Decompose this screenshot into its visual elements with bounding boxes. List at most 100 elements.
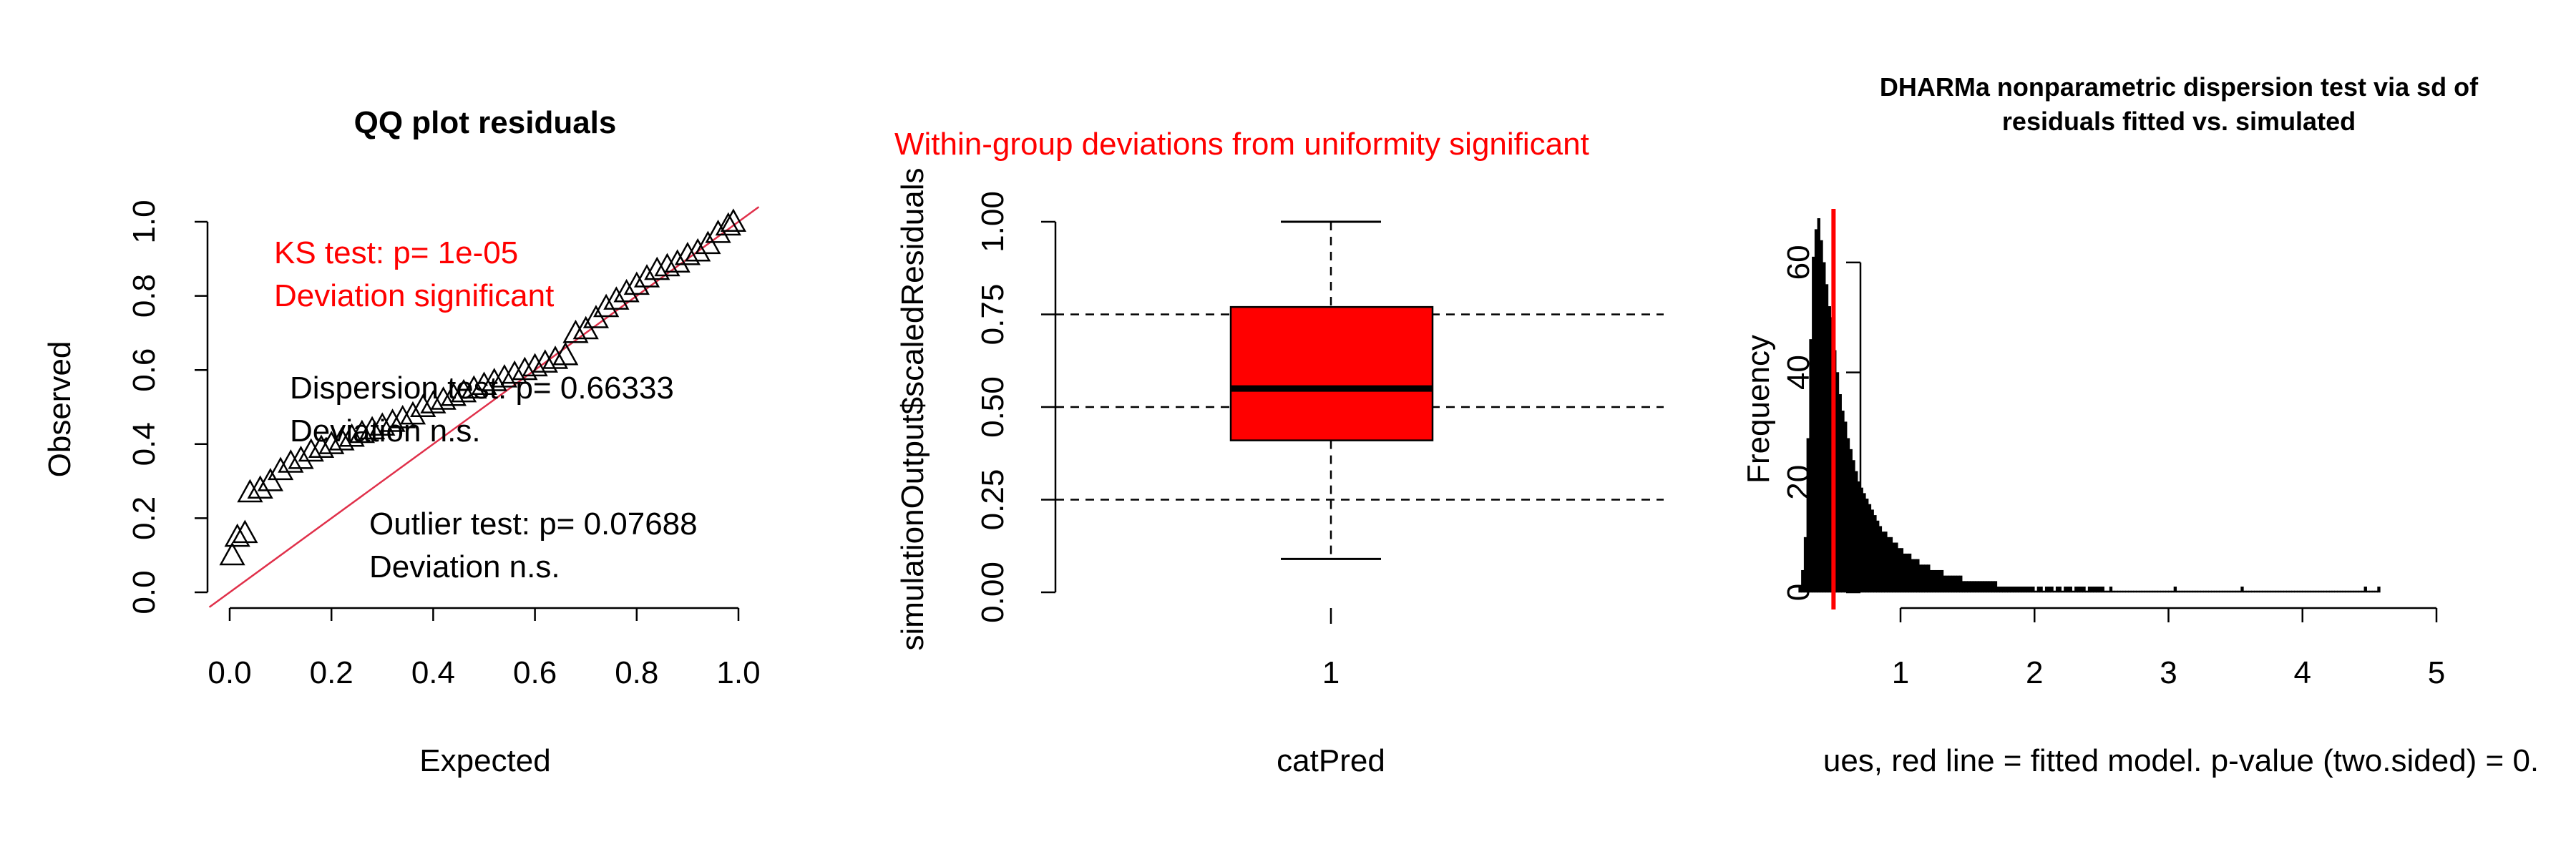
histogram-bar bbox=[1906, 553, 1909, 593]
histogram-x-tick-label: 1 bbox=[1892, 655, 1909, 690]
qq-point bbox=[389, 404, 416, 428]
histogram-bar bbox=[2036, 587, 2041, 593]
histogram-bars bbox=[1798, 218, 2381, 593]
histogram-bar bbox=[1921, 564, 1926, 593]
histogram-bar bbox=[2240, 587, 2244, 593]
histogram-bar bbox=[2010, 587, 2014, 593]
histogram-bar bbox=[1875, 520, 1880, 593]
histogram-bar bbox=[2034, 590, 2038, 593]
qq-y-tick-label: 0.6 bbox=[127, 348, 162, 392]
qq-point bbox=[512, 356, 538, 381]
histogram-bar bbox=[2190, 590, 2193, 593]
histogram-bar bbox=[2291, 590, 2295, 593]
histogram-bar bbox=[1964, 581, 1968, 593]
histogram-bar bbox=[2294, 590, 2298, 593]
histogram-bar bbox=[2136, 590, 2140, 593]
histogram-bar bbox=[2307, 590, 2311, 593]
histogram-bar bbox=[2160, 590, 2164, 593]
histogram-bar bbox=[1828, 306, 1831, 593]
histogram-panel: DHARMa nonparametric dispersion test via… bbox=[1741, 72, 2539, 778]
histogram-bar bbox=[2267, 590, 2271, 593]
histogram-bar bbox=[1860, 487, 1863, 593]
histogram-bar bbox=[2155, 590, 2158, 593]
histogram-bar bbox=[2313, 590, 2316, 593]
boxplot-ylabel: simulationOutput$scaledResiduals bbox=[895, 167, 930, 650]
histogram-bar bbox=[2058, 587, 2062, 593]
histogram-bar bbox=[2200, 590, 2204, 593]
boxplot-axes: 0.00 0.25 0.50 0.75 1.00 1 bbox=[975, 191, 1340, 690]
qq-point bbox=[358, 416, 386, 440]
ks-test-text: KS test: p= 1e-05 bbox=[274, 235, 518, 270]
boxplot-y-tick-label: 0.50 bbox=[975, 376, 1010, 438]
qq-point bbox=[379, 408, 406, 432]
histogram-bar bbox=[2085, 590, 2089, 593]
histogram-y-tick-label: 60 bbox=[1781, 245, 1816, 280]
histogram-bar bbox=[2339, 590, 2343, 593]
histogram-bar bbox=[2096, 587, 2099, 593]
histogram-bar bbox=[2176, 590, 2180, 593]
qq-point bbox=[410, 393, 436, 418]
histogram-bar bbox=[2112, 590, 2115, 593]
histogram-bar bbox=[2133, 590, 2137, 593]
histogram-bar bbox=[1918, 564, 1923, 593]
histogram-title-line-1: DHARMa nonparametric dispersion test via… bbox=[1880, 72, 2479, 102]
qq-y-tick-label: 0.0 bbox=[127, 570, 162, 614]
histogram-bar bbox=[2072, 590, 2075, 593]
histogram-bar bbox=[2337, 590, 2341, 593]
histogram-bar bbox=[2168, 590, 2172, 593]
histogram-bar bbox=[1956, 575, 1960, 593]
histogram-bar bbox=[2079, 587, 2083, 593]
histogram-bar bbox=[1996, 587, 2000, 593]
histogram-bar bbox=[2245, 590, 2250, 593]
qq-point bbox=[288, 445, 314, 469]
histogram-bar bbox=[2259, 590, 2263, 593]
histogram-bar bbox=[2227, 590, 2230, 593]
histogram-bar bbox=[2015, 587, 2019, 593]
histogram-bar bbox=[2285, 590, 2290, 593]
boxplot-xlabel: catPred bbox=[1277, 743, 1385, 778]
qq-point bbox=[654, 253, 680, 277]
histogram-bar bbox=[2053, 590, 2057, 593]
histogram-bar bbox=[1820, 240, 1823, 593]
histogram-bar bbox=[1903, 553, 1906, 593]
histogram-bar bbox=[2021, 587, 2024, 593]
qq-plot-panel: QQ plot residuals 0.0 0.2 0.4 0.6 0.8 1.00.00… bbox=[42, 105, 761, 778]
histogram-xlabel: ues, red line = fitted model. p-value (t… bbox=[1823, 743, 2539, 778]
histogram-bar bbox=[2031, 587, 2035, 593]
histogram-bar bbox=[2316, 590, 2319, 593]
histogram-bar bbox=[2350, 590, 2354, 593]
qq-point bbox=[247, 475, 273, 499]
histogram-title-line-2: residuals fitted vs. simulated bbox=[2002, 107, 2356, 136]
histogram-bar bbox=[2243, 590, 2247, 593]
histogram-bar bbox=[2064, 587, 2067, 593]
histogram-bar bbox=[2369, 590, 2373, 593]
histogram-bar bbox=[2012, 587, 2016, 593]
boxplot-panel: Within-group deviations from uniformity … bbox=[894, 127, 1664, 778]
qq-point bbox=[440, 382, 467, 406]
qq-point bbox=[267, 456, 294, 481]
boxplot-y-tick-label: 1.00 bbox=[975, 191, 1010, 253]
histogram-bar bbox=[2275, 590, 2279, 593]
histogram-bar bbox=[1946, 575, 1949, 593]
qq-point bbox=[420, 390, 447, 413]
histogram-bar bbox=[2128, 590, 2132, 593]
qq-point bbox=[237, 479, 263, 503]
histogram-bar bbox=[1825, 284, 1829, 593]
histogram-bar bbox=[1986, 581, 1989, 593]
qq-points bbox=[219, 208, 747, 566]
histogram-bar bbox=[2299, 590, 2303, 593]
histogram-bar bbox=[1809, 339, 1813, 593]
histogram-bar bbox=[2195, 590, 2198, 593]
histogram-bar bbox=[1938, 569, 1941, 593]
histogram-bar bbox=[2323, 590, 2327, 593]
histogram-bar bbox=[2117, 590, 2121, 593]
histogram-bar bbox=[2238, 590, 2241, 593]
qq-point bbox=[328, 427, 355, 451]
histogram-bar bbox=[1916, 559, 1920, 593]
histogram-bar bbox=[2363, 587, 2367, 593]
histogram-bar bbox=[2107, 590, 2110, 593]
histogram-bar bbox=[2042, 590, 2046, 593]
histogram-x-tick-label: 5 bbox=[2428, 655, 2445, 690]
histogram-bar bbox=[2090, 587, 2094, 593]
